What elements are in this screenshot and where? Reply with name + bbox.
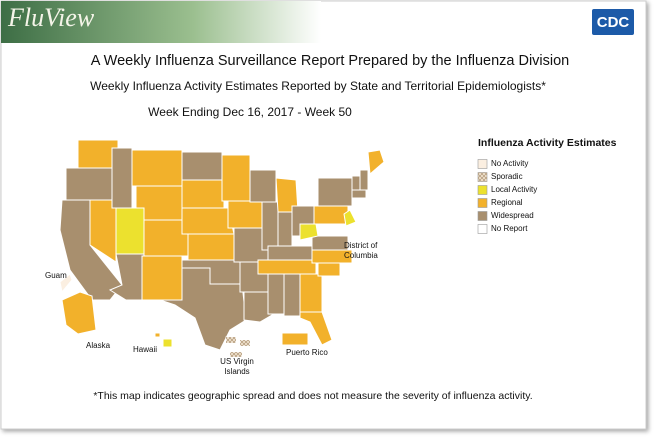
region	[367, 149, 385, 176]
legend-label: No Activity	[491, 159, 528, 168]
region	[299, 223, 319, 241]
logo	[592, 9, 634, 35]
region	[257, 259, 317, 275]
title: A Weekly Influenza Surveillance Report P…	[91, 53, 570, 69]
region	[313, 205, 349, 225]
map-label: District of	[344, 241, 378, 250]
legend-label: Local Activity	[491, 185, 537, 194]
map-label: Alaska	[86, 341, 111, 350]
region	[277, 211, 293, 247]
region	[311, 235, 349, 251]
region	[351, 189, 367, 199]
region	[317, 177, 353, 207]
region	[111, 147, 133, 209]
legend-label: No Report	[491, 224, 528, 233]
legend-swatch	[477, 185, 488, 195]
region	[267, 273, 285, 315]
legend-label: Regional	[491, 198, 523, 207]
region	[65, 167, 113, 201]
region	[359, 169, 369, 191]
region	[299, 311, 333, 346]
subtitle: Weekly Influenza Activity Estimates Repo…	[90, 79, 546, 93]
map-label: Columbia	[344, 251, 378, 260]
region	[181, 179, 225, 209]
legend: No Activity Sporadic Local Activity Regiona…	[477, 159, 537, 234]
footnote: *This map indicates geographic spread an…	[93, 390, 532, 402]
region	[59, 273, 73, 294]
legend-hatch	[478, 172, 487, 182]
banner	[1, 1, 321, 43]
legend-swatch	[477, 159, 488, 169]
region	[187, 233, 235, 261]
legend-swatch	[477, 198, 488, 208]
legend-swatch	[477, 211, 488, 221]
region	[267, 245, 313, 261]
region	[131, 149, 183, 187]
logo-text: CDC	[597, 14, 630, 31]
region	[159, 267, 247, 351]
region	[299, 273, 323, 313]
map-label: Guam	[45, 271, 67, 280]
region	[181, 151, 223, 181]
region	[227, 200, 263, 229]
region	[181, 207, 235, 235]
region	[243, 291, 273, 323]
region-hatch	[230, 352, 242, 357]
region	[249, 169, 277, 203]
map-label: Hawaii	[133, 345, 157, 354]
legend-swatch	[477, 224, 488, 234]
region	[283, 273, 301, 317]
region	[317, 261, 341, 277]
map-label: US Virgin	[220, 357, 254, 366]
region	[221, 154, 251, 202]
region	[143, 219, 189, 257]
legend-title: Influenza Activity Estimates	[478, 137, 617, 149]
banner-text: FluView	[7, 3, 95, 32]
region	[343, 209, 357, 227]
map	[59, 139, 385, 358]
region	[281, 332, 309, 346]
map-label: Islands	[224, 367, 249, 376]
map-label: Puerto Rico	[286, 348, 328, 357]
region	[115, 207, 145, 255]
region-hatch	[226, 337, 236, 343]
legend-label: Sporadic	[491, 172, 523, 181]
region	[141, 255, 183, 301]
region	[154, 332, 161, 338]
week: Week Ending Dec 16, 2017 - Week 50	[148, 105, 352, 119]
region-hatch	[240, 340, 250, 346]
legend-label: Widespread	[491, 211, 534, 220]
region	[61, 291, 97, 335]
region	[351, 175, 361, 191]
region	[89, 199, 117, 263]
region	[162, 338, 173, 348]
region	[261, 201, 279, 251]
